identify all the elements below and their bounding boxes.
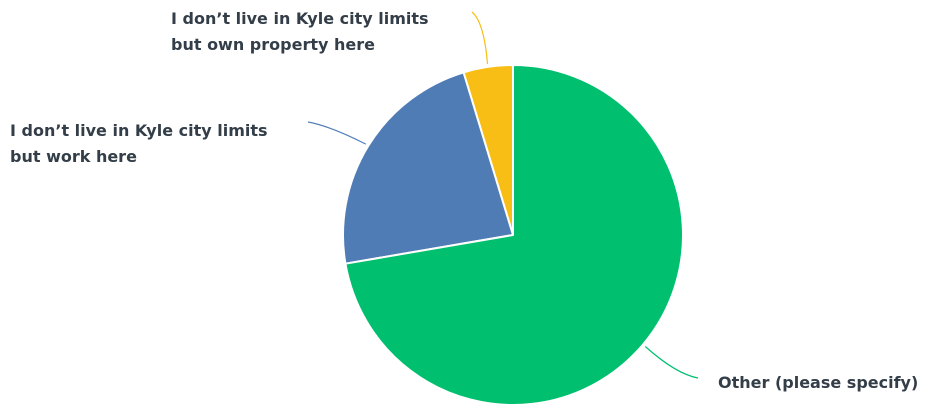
slice-label-other-line-1: Other (please specify) — [718, 373, 919, 392]
leader-line-other — [644, 346, 699, 379]
leader-line-work-here — [307, 121, 367, 145]
slice-label-own-property: I don’t live in Kyle city limits but own… — [171, 6, 429, 58]
slice-label-own-property-line-2: but own property here — [171, 35, 375, 54]
slice-label-work-here-line-1: I don’t live in Kyle city limits — [10, 121, 268, 140]
leader-line-own-property — [471, 11, 489, 64]
slice-label-own-property-line-1: I don’t live in Kyle city limits — [171, 9, 429, 28]
slice-other — [344, 64, 684, 405]
slice-label-other: Other (please specify) — [718, 370, 918, 396]
slice-work-here — [342, 71, 514, 265]
pie-slices — [342, 64, 684, 405]
slice-label-work-here-line-2: but work here — [10, 147, 137, 166]
leader-lines — [307, 11, 699, 379]
slice-label-work-here: I don’t live in Kyle city limits but wor… — [10, 118, 268, 170]
